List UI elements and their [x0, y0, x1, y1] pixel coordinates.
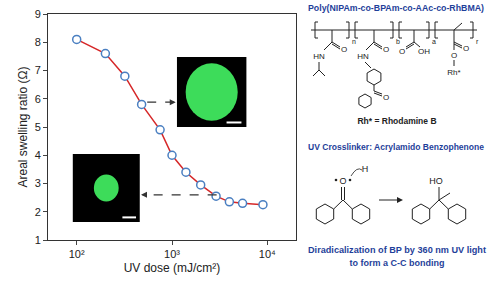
svg-text:Rh*: Rh*: [447, 68, 460, 77]
svg-text:O: O: [339, 176, 346, 186]
svg-text:Areal swelling ratio (Ω): Areal swelling ratio (Ω): [16, 66, 30, 187]
svg-text:O: O: [383, 45, 389, 54]
svg-text:3: 3: [35, 177, 41, 189]
svg-text:Poly(NIPAm-co-BPAm-co-AAc-co-R: Poly(NIPAm-co-BPAm-co-AAc-co-RhBMA): [308, 3, 484, 13]
svg-text:UV dose (mJ/cm²): UV dose (mJ/cm²): [124, 261, 221, 275]
svg-text:O: O: [451, 51, 457, 60]
svg-text:2: 2: [35, 206, 41, 218]
svg-text:b: b: [396, 38, 400, 45]
svg-text:5: 5: [35, 121, 41, 133]
svg-text:HN: HN: [313, 52, 325, 61]
svg-text:9: 9: [35, 8, 41, 20]
svg-text:n: n: [352, 38, 356, 45]
svg-text:1: 1: [35, 234, 41, 246]
svg-text:HN: HN: [357, 52, 369, 61]
svg-text:UV Crosslinker: Acrylamido Ben: UV Crosslinker: Acrylamido Benzophenone: [308, 142, 484, 152]
svg-text:O: O: [399, 47, 405, 56]
svg-text:10⁴: 10⁴: [259, 248, 276, 260]
svg-text:HO: HO: [429, 176, 443, 186]
svg-text:10³: 10³: [164, 248, 180, 260]
svg-text:Rh* = Rhodamine B: Rh* = Rhodamine B: [357, 116, 436, 126]
svg-text:H: H: [362, 164, 369, 174]
svg-text:8: 8: [35, 36, 41, 48]
svg-text:7: 7: [35, 64, 41, 76]
svg-text:to form a C-C bonding: to form a C-C bonding: [350, 258, 445, 268]
svg-text:r: r: [476, 38, 479, 45]
svg-text:4: 4: [35, 149, 41, 161]
svg-text:O: O: [383, 93, 389, 102]
svg-text:a: a: [432, 38, 436, 45]
svg-text:Diradicalization of BP by 360: Diradicalization of BP by 360 nm UV ligh…: [308, 245, 486, 255]
svg-text:6: 6: [35, 93, 41, 105]
svg-text:O: O: [463, 44, 469, 53]
svg-text:10²: 10²: [69, 248, 85, 260]
svg-text:O: O: [341, 45, 347, 54]
svg-text:OH: OH: [418, 47, 430, 56]
